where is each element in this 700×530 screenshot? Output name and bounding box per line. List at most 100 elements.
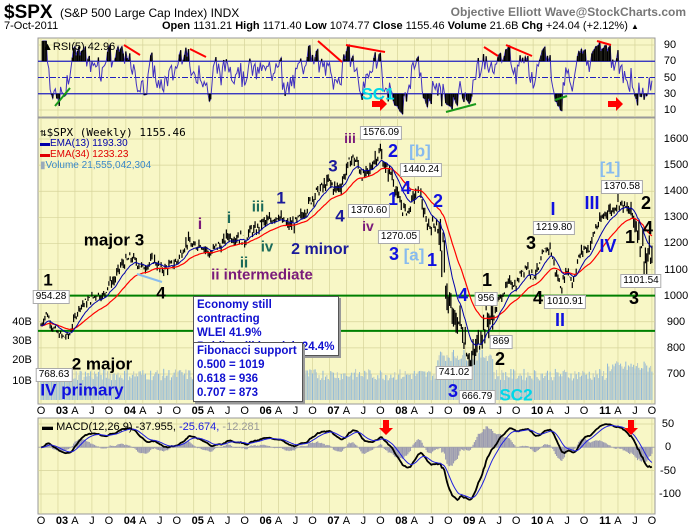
price-callout: 956: [474, 292, 498, 306]
volume-tick-label: 20B: [12, 354, 32, 366]
price-tick-label: 800: [666, 341, 686, 354]
wave-label: SC1: [361, 84, 395, 104]
wave-label: [b]: [409, 141, 431, 161]
price-callout: 1440.24: [399, 163, 443, 177]
price-tick-label: 1500: [663, 159, 689, 172]
wave-label: 3: [328, 156, 338, 176]
low-value: 1074.77: [329, 20, 370, 32]
ema34-legend: ▬EMA(34) 1233.23: [40, 149, 129, 160]
ohlc-row: Open 1131.21 High 1171.40 Low 1074.77 Cl…: [162, 20, 639, 32]
macd-tick-label: -100: [658, 487, 682, 500]
rsi-tick-label: 70: [663, 55, 677, 68]
ema34-legend-text: EMA(34) 1233.23: [50, 149, 129, 160]
open-value: 1131.21: [193, 20, 233, 32]
rsi-divergence-line: [483, 46, 499, 57]
price-callout: 1270.05: [377, 230, 421, 244]
rsi-icon: ▲: [42, 41, 53, 53]
x-tick-label: 06: [259, 405, 272, 417]
light-blue-line: [136, 273, 163, 283]
rsi-divergence-line: [123, 44, 141, 56]
fibonacci-box: Fibonacci support 0.500 = 1019 0.618 = 9…: [193, 342, 303, 402]
macd-name: MACD(12,26,9): [56, 421, 133, 433]
rsi-tick-label: 10: [663, 104, 677, 116]
fib-line: 0.707 = 873: [197, 387, 259, 399]
x-tick-label: 11: [599, 515, 611, 527]
rsi-legend: ▲RSI(5) 42.96: [42, 41, 115, 53]
macd-tick-label: 50: [661, 417, 675, 430]
x-tick-label: 06: [259, 515, 272, 527]
macd-tick-label: -50: [660, 464, 676, 477]
ema13-legend: ▬EMA(13) 1193.30: [40, 138, 128, 149]
x-tick-label: 05: [191, 515, 204, 527]
x-tick-label: J: [89, 405, 95, 417]
rsi-divergence-line: [54, 87, 71, 107]
brand[interactable]: Objective Elliott Wave@StockCharts.com: [450, 5, 686, 19]
wave-label: 4: [457, 285, 469, 305]
x-tick-label: O: [579, 515, 589, 527]
triangle-up-icon: ▲: [630, 22, 639, 31]
price-tick-label: 1000: [663, 289, 689, 302]
wave-label: 1: [624, 227, 636, 247]
wave-label: 3: [628, 288, 640, 308]
price-callout: 1370.60: [347, 204, 391, 218]
x-tick-label: O: [308, 515, 317, 527]
x-tick-label: J: [496, 405, 502, 417]
rsi-divergence-line: [445, 103, 477, 113]
wave-label: [1]: [599, 158, 621, 178]
price-tick-label: 900: [666, 315, 686, 328]
x-tick-label: 08: [395, 515, 408, 527]
wave-label: 4: [642, 218, 654, 238]
x-tick-label: 09: [463, 515, 476, 527]
x-tick-label: O: [511, 515, 521, 527]
exchange: INDX: [210, 6, 240, 20]
x-tick-label: J: [632, 405, 638, 417]
wave-label: 4: [532, 288, 544, 308]
wave-label: ii intermediate: [211, 266, 313, 284]
macd-value: -37.955,: [135, 421, 176, 433]
x-tick-label: A: [546, 515, 554, 527]
x-tick-label: J: [157, 405, 163, 417]
macd-signal-line: [40, 425, 653, 499]
x-tick-label: A: [342, 405, 351, 417]
wave-label: ii: [239, 254, 249, 272]
fib-line: 0.500 = 1019: [197, 359, 265, 371]
x-tick-label: J: [157, 515, 163, 527]
x-tick-label: J: [292, 515, 299, 527]
x-tick-label: 04: [123, 405, 136, 417]
x-tick-label: O: [647, 515, 657, 527]
wlei-line: WLEI 41.9%: [197, 327, 262, 339]
economy-line: Economy still contracting: [197, 299, 272, 325]
x-tick-label: A: [139, 515, 147, 527]
x-tick-label: J: [224, 515, 231, 527]
x-tick-label: A: [139, 405, 147, 417]
ema13-line: [40, 159, 653, 346]
wave-label: 1: [43, 270, 53, 290]
price-callout: 741.02: [435, 366, 473, 380]
x-tick-label: 10: [531, 405, 544, 417]
x-tick-label: O: [443, 405, 453, 417]
x-tick-label: J: [360, 515, 367, 527]
rsi-tick-label: 50: [663, 71, 677, 84]
wave-label: 4: [156, 283, 166, 303]
price-callout: 666.79: [458, 390, 496, 404]
index-name: (S&P 500 Large Cap Index): [60, 6, 208, 20]
price-legend: ⇅$SPX (Weekly) 1155.46: [40, 126, 186, 139]
price-tick-label: 1400: [663, 185, 689, 198]
x-tick-label: J: [428, 515, 435, 527]
price-callout: 1370.58: [600, 180, 644, 194]
x-tick-label: O: [104, 405, 114, 417]
x-tick-label: O: [104, 515, 114, 527]
x-tick-label: A: [71, 515, 79, 527]
price-callout: 768.63: [35, 368, 73, 382]
x-tick-label: A: [274, 405, 283, 417]
rsi-divergence-line: [189, 48, 207, 58]
macd-signal-value: -25.674,: [178, 421, 220, 433]
volume-tick-label: 30B: [12, 335, 32, 347]
ema34-line: [40, 167, 653, 331]
x-tick-label: J: [292, 405, 299, 417]
close-label: Close: [372, 20, 403, 32]
x-tick-label: 09: [463, 405, 476, 417]
x-tick-label: 11: [599, 405, 611, 417]
chg-label: Chg: [521, 20, 543, 32]
rsi-divergence-line: [505, 44, 533, 57]
